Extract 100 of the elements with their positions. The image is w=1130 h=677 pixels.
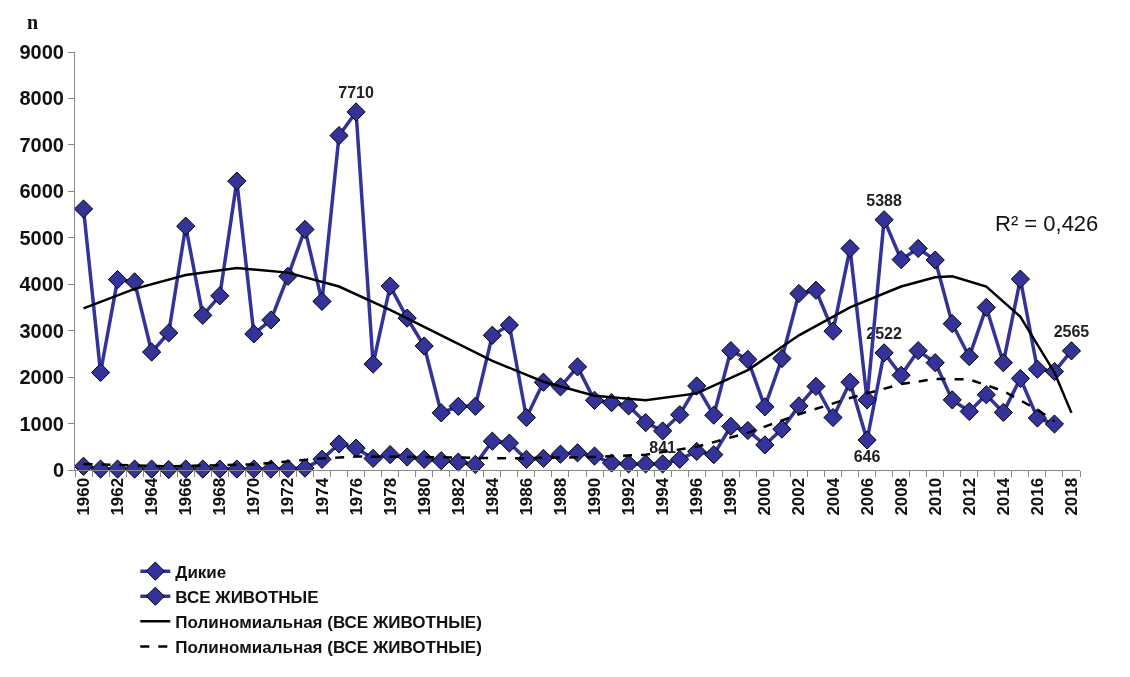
- x-tick-label: 2000: [755, 477, 775, 516]
- x-tick-label: 2012: [959, 477, 979, 516]
- y-tick-label: 0: [52, 459, 64, 481]
- point: [1061, 341, 1082, 361]
- point: [619, 396, 639, 416]
- point: [465, 454, 485, 475]
- point: [244, 324, 264, 344]
- point: [823, 407, 843, 428]
- y-tick-label: 8000: [19, 87, 64, 110]
- point: [1027, 408, 1048, 428]
- data-label: 5388: [866, 192, 903, 210]
- x-tick-label: 2010: [925, 477, 945, 516]
- x-tick-label: 1972: [278, 477, 298, 516]
- x-tick-label: 1962: [108, 477, 128, 516]
- x-tick-label: 1992: [619, 477, 639, 516]
- point: [312, 291, 332, 312]
- x-tick-label: 1998: [721, 477, 741, 516]
- point: [499, 315, 519, 335]
- data-label: 841: [649, 438, 677, 456]
- x-tick-label: 2004: [823, 477, 843, 516]
- point: [73, 199, 94, 219]
- point: [908, 238, 928, 259]
- point: [823, 321, 843, 341]
- point: [125, 459, 145, 479]
- point: [1027, 359, 1048, 379]
- x-tick-label: 2006: [857, 477, 877, 516]
- point: [721, 341, 741, 361]
- x-tick-label: 1968: [210, 477, 230, 516]
- point: [431, 451, 451, 471]
- point: [789, 396, 809, 416]
- point: [73, 456, 94, 476]
- point: [1010, 269, 1030, 289]
- point: [193, 305, 213, 325]
- x-tick-label: 1980: [414, 477, 434, 516]
- point: [993, 402, 1013, 423]
- point: [874, 210, 894, 230]
- point: [499, 433, 519, 453]
- point: [142, 342, 162, 362]
- y-tick-label: 3000: [19, 319, 64, 342]
- point: [210, 286, 230, 306]
- point: [90, 362, 111, 383]
- point: [107, 269, 128, 290]
- point: [261, 310, 281, 330]
- point: [925, 353, 945, 373]
- point: [1044, 414, 1065, 434]
- point: [142, 459, 162, 479]
- x-tick-label: 1970: [244, 477, 264, 516]
- point: [636, 413, 656, 433]
- point: [210, 459, 230, 479]
- point: [942, 314, 962, 334]
- x-tick-label: 1960: [74, 477, 94, 516]
- legend-label: Полиномиальная (ВСЕ ЖИВОТНЫЕ): [175, 612, 482, 632]
- x-tick-label: 2018: [1062, 477, 1082, 516]
- x-tick-label: 1966: [176, 477, 196, 516]
- point: [346, 102, 366, 122]
- point: [789, 283, 809, 304]
- point: [125, 272, 145, 292]
- point: [448, 396, 468, 416]
- point: [857, 390, 877, 410]
- point: [227, 171, 247, 191]
- point: [806, 376, 826, 396]
- y-tick-label: 7000: [19, 133, 64, 156]
- x-tick-label: 2014: [993, 477, 1013, 516]
- point: [295, 458, 315, 478]
- point: [908, 341, 928, 361]
- point: [687, 441, 707, 462]
- point: [431, 403, 451, 423]
- point: [159, 323, 179, 343]
- data-label: 7710: [338, 84, 374, 102]
- point: [227, 459, 247, 479]
- point: [653, 454, 673, 474]
- annotation: R² = 0,426: [995, 211, 1099, 236]
- x-tick-label: 1986: [516, 477, 536, 516]
- x-tick-label: 1978: [380, 477, 400, 516]
- legend-label: Дикие: [175, 562, 227, 582]
- y-tick-label: 2000: [19, 366, 64, 389]
- point: [840, 238, 860, 259]
- point: [329, 126, 349, 146]
- x-tick-label: 1990: [585, 477, 605, 516]
- point: [363, 354, 383, 374]
- point: [380, 276, 400, 296]
- point: [159, 459, 179, 480]
- point: [976, 297, 996, 318]
- point: [278, 459, 298, 479]
- point: [414, 336, 434, 356]
- point: [193, 459, 213, 479]
- y-tick-label: 5000: [19, 226, 64, 249]
- point: [687, 376, 707, 396]
- x-tick-label: 1994: [653, 477, 673, 516]
- y-tick-label: 6000: [19, 180, 64, 203]
- point: [772, 419, 792, 439]
- data-label: 646: [853, 447, 881, 465]
- x-tick-label: 1982: [448, 477, 468, 516]
- y-axis-title: n: [27, 11, 39, 33]
- point: [891, 365, 911, 385]
- point: [380, 445, 400, 465]
- point: [567, 443, 588, 463]
- point: [806, 280, 826, 300]
- point: [755, 397, 775, 417]
- x-tick-label: 1984: [482, 477, 502, 516]
